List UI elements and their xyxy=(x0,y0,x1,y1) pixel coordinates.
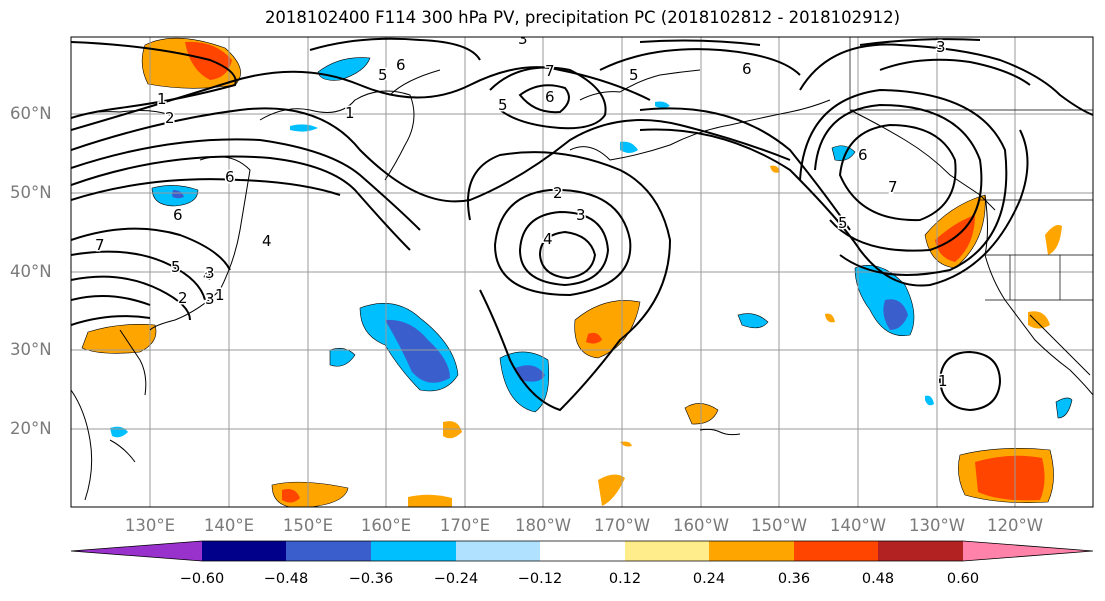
colorbar-outline xyxy=(70,540,1094,562)
contour-label: 6 xyxy=(396,56,406,74)
contour-label: 4 xyxy=(203,266,213,284)
contour-label: 2 xyxy=(553,184,563,202)
contour-label: 1 xyxy=(345,104,355,122)
lon-label: 120°W xyxy=(986,516,1044,535)
contour-label: 4 xyxy=(262,232,272,250)
contour-label: 7 xyxy=(545,62,555,80)
colorbar-segment xyxy=(456,541,540,561)
lon-label: 170°W xyxy=(593,516,651,535)
map-frame xyxy=(70,36,1094,508)
colorbar-segment xyxy=(963,541,1093,561)
contour-labels: 1 2 3 4 5 6 7 1 2 3 4 5 6 7 3 6 1 5 2 3 … xyxy=(94,30,950,392)
colorbar-tick-label: −0.12 xyxy=(517,571,563,587)
lon-label: 130°E xyxy=(124,516,176,535)
lon-label: 180°W xyxy=(514,516,572,535)
lon-label: 130°W xyxy=(908,516,966,535)
lon-label: 140°E xyxy=(203,516,255,535)
contour-label: 3 xyxy=(576,206,586,224)
colorbar-segment xyxy=(878,541,963,561)
lon-label: 170°E xyxy=(439,516,491,535)
contour-label: 5 xyxy=(171,258,181,276)
lat-label: 40°N xyxy=(10,262,52,281)
contour-label: 5 xyxy=(498,96,508,114)
contour-label: 1 xyxy=(938,372,948,390)
colorbar-tick-label: −0.60 xyxy=(179,571,225,587)
contour-label: 2 xyxy=(178,289,188,307)
contour-label: 6 xyxy=(545,88,555,106)
contour-label: 3 xyxy=(518,30,528,48)
contour-label: 6 xyxy=(742,60,752,78)
colorbar-segment xyxy=(709,541,794,561)
political-borders xyxy=(849,37,1093,301)
lon-label: 160°W xyxy=(672,516,730,535)
colorbar-segment xyxy=(371,541,456,561)
lon-label: 160°E xyxy=(360,516,412,535)
lat-label: 50°N xyxy=(10,183,52,202)
colorbar-tick-label: 0.48 xyxy=(861,571,895,587)
colorbar-segment xyxy=(286,541,371,561)
contour-label: 5 xyxy=(629,66,639,84)
contour-label: 6 xyxy=(858,146,868,164)
contour-label: 3 xyxy=(205,290,215,308)
contour-label: 5 xyxy=(378,66,388,84)
pv-contours xyxy=(71,37,1093,412)
colorbar-tick-label: −0.36 xyxy=(348,571,394,587)
contour-label: 6 xyxy=(173,206,183,224)
colorbar xyxy=(70,540,1094,562)
colorbar-tick-label: 0.60 xyxy=(946,571,980,587)
contour-label: 6 xyxy=(225,168,235,186)
colorbar-segment xyxy=(202,541,286,561)
lon-label: 150°E xyxy=(282,516,334,535)
lon-label: 150°W xyxy=(750,516,808,535)
contour-label: 4 xyxy=(543,230,553,248)
contour-label: 7 xyxy=(95,236,105,254)
colorbar-segment xyxy=(540,541,625,561)
contour-label: 3 xyxy=(936,38,946,56)
lon-label: 140°W xyxy=(829,516,887,535)
lat-label: 60°N xyxy=(10,104,52,123)
map-title: 2018102400 F114 300 hPa PV, precipitatio… xyxy=(264,8,901,27)
colorbar-tick-label: −0.24 xyxy=(433,571,479,587)
colorbar-segment xyxy=(794,541,878,561)
colorbar-segment xyxy=(625,541,709,561)
contour-label: 7 xyxy=(888,178,898,196)
map-panel: 1 2 3 4 5 6 7 1 2 3 4 5 6 7 3 6 1 5 2 3 … xyxy=(71,30,1093,507)
contour-label: 5 xyxy=(838,214,848,232)
lat-label: 20°N xyxy=(10,419,52,438)
lat-label: 30°N xyxy=(10,340,52,359)
contour-label: 1 xyxy=(215,286,225,304)
colorbar-tick-label: −0.48 xyxy=(263,571,309,587)
colorbar-tick-label: 0.24 xyxy=(692,571,726,587)
colorbar-tick-label: 0.12 xyxy=(608,571,642,587)
contour-label: 2 xyxy=(165,109,175,127)
contour-label: 3 xyxy=(205,264,215,282)
colorbar-segment xyxy=(71,541,202,561)
colorbar-tick-label: 0.36 xyxy=(777,571,811,587)
contour-label: 1 xyxy=(157,90,167,108)
